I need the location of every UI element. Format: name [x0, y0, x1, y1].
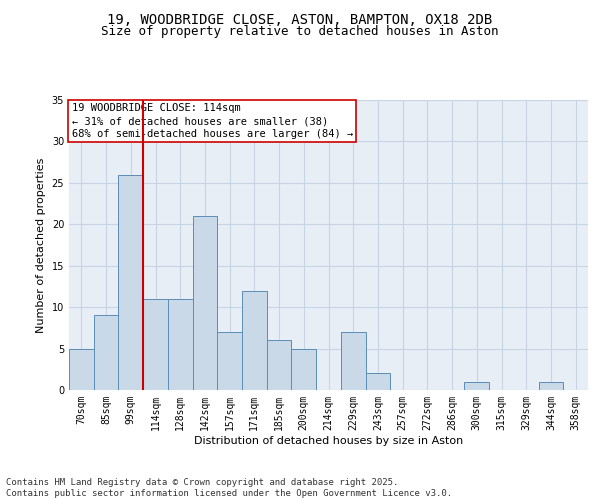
- Text: Size of property relative to detached houses in Aston: Size of property relative to detached ho…: [101, 25, 499, 38]
- Bar: [69, 348, 94, 390]
- Bar: [217, 332, 242, 390]
- Bar: [94, 316, 118, 390]
- Bar: [118, 174, 143, 390]
- Text: 19, WOODBRIDGE CLOSE, ASTON, BAMPTON, OX18 2DB: 19, WOODBRIDGE CLOSE, ASTON, BAMPTON, OX…: [107, 12, 493, 26]
- Bar: [168, 299, 193, 390]
- X-axis label: Distribution of detached houses by size in Aston: Distribution of detached houses by size …: [194, 436, 463, 446]
- Bar: [242, 290, 267, 390]
- Text: Contains HM Land Registry data © Crown copyright and database right 2025.
Contai: Contains HM Land Registry data © Crown c…: [6, 478, 452, 498]
- Text: 19 WOODBRIDGE CLOSE: 114sqm
← 31% of detached houses are smaller (38)
68% of sem: 19 WOODBRIDGE CLOSE: 114sqm ← 31% of det…: [71, 103, 353, 140]
- Bar: [365, 374, 390, 390]
- Y-axis label: Number of detached properties: Number of detached properties: [36, 158, 46, 332]
- Bar: [539, 382, 563, 390]
- Bar: [193, 216, 217, 390]
- Bar: [292, 348, 316, 390]
- Bar: [143, 299, 168, 390]
- Bar: [464, 382, 489, 390]
- Bar: [341, 332, 365, 390]
- Bar: [267, 340, 292, 390]
